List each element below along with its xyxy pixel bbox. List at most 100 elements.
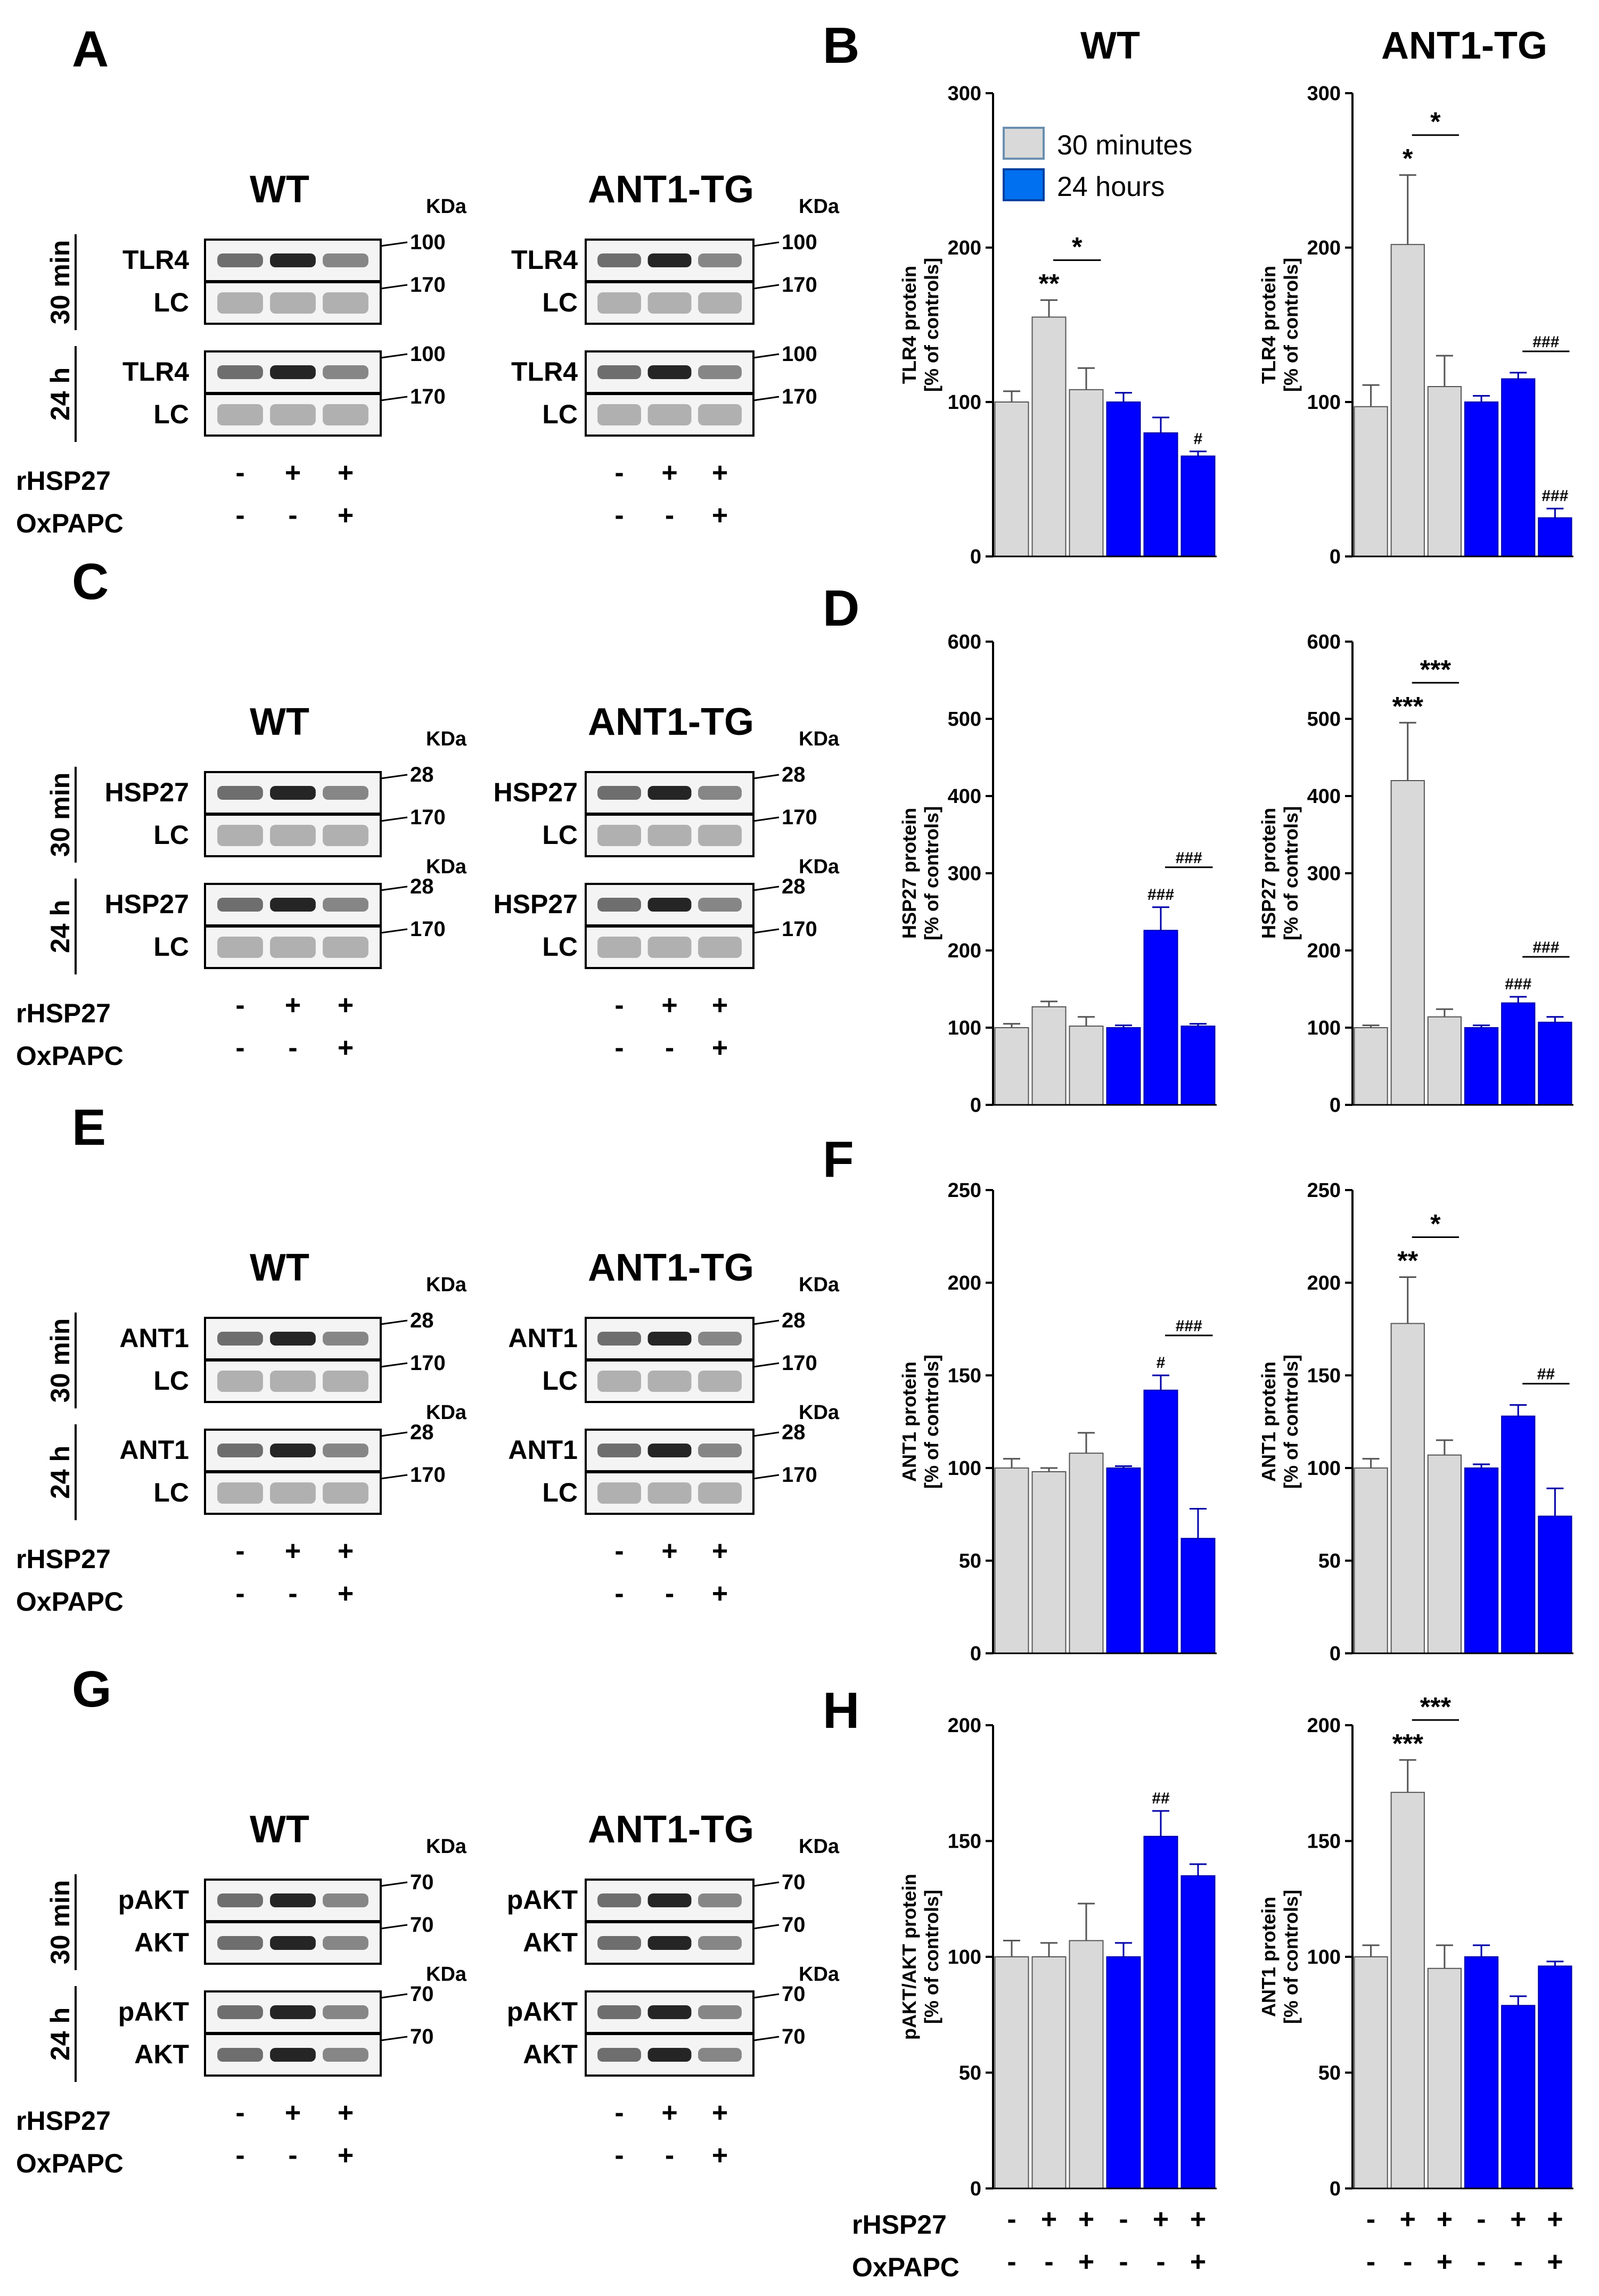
oxpapc-symbol: - <box>614 500 624 531</box>
blot-strip <box>585 1990 755 2034</box>
blot-band <box>647 825 692 846</box>
blot-band <box>698 1893 742 1907</box>
y-tick-label: 0 <box>1330 1643 1341 1665</box>
oxpapc-label: OxPAPC <box>16 2149 124 2178</box>
oxpapc-symbol: - <box>1514 2246 1523 2277</box>
genotype-heading: WT <box>250 1247 309 1289</box>
blot-band <box>323 825 368 846</box>
time-label-text: 30 min <box>45 773 75 857</box>
blot-strip <box>204 771 382 815</box>
blot-band <box>323 404 368 425</box>
blot-row-label: LC <box>153 288 189 317</box>
blot-band <box>323 937 368 958</box>
blot-band <box>217 786 263 800</box>
time-label-text: 30 min <box>45 240 75 324</box>
blot-strip <box>204 1879 382 1922</box>
rhsp27-symbol: + <box>712 1536 728 1567</box>
blot-band <box>217 1482 263 1504</box>
kda-label: KDa <box>799 1963 840 1986</box>
blot-frame <box>204 281 382 325</box>
bar <box>1464 401 1499 557</box>
rhsp27-symbol: + <box>1437 2204 1453 2235</box>
blot-strip <box>585 925 755 969</box>
blot-strip <box>585 1429 755 1472</box>
bar <box>1354 1956 1388 2189</box>
oxpapc-label: OxPAPC <box>16 509 124 538</box>
bar <box>1069 1026 1104 1105</box>
bar <box>1069 1940 1104 2190</box>
blot-row-label: ANT1 <box>119 1323 189 1353</box>
oxpapc-symbol: - <box>235 2140 244 2171</box>
molecular-weight-label: 170 <box>410 1463 446 1487</box>
molecular-weight-label: 100 <box>782 231 817 254</box>
bar <box>1031 1471 1067 1654</box>
blot-band <box>217 1936 263 1950</box>
chart-D-wt: 0 100 200 300 400 500 600 HSP27 protein [% of co… <box>898 631 1217 1117</box>
y-tick-label: 200 <box>1307 1715 1341 1737</box>
rhsp27-symbol: - <box>1119 2204 1128 2235</box>
legend-label-30-minutes: 30 minutes <box>1057 130 1192 161</box>
blot-band <box>270 2005 316 2019</box>
blot-band <box>698 1482 742 1504</box>
blot-row-label: pAKT <box>118 1885 189 1915</box>
oxpapc-symbol: - <box>1007 2246 1016 2277</box>
western-blot-panels: A WT KDa TLR4 100 LC 170 TLR4 100 LC 170 - - + - + + ANT1… <box>16 21 840 2178</box>
molecular-weight-label: 170 <box>410 806 446 829</box>
rhsp27-symbol: - <box>1366 2204 1375 2235</box>
blot-strip <box>204 1471 382 1515</box>
oxpapc-symbol: - <box>1119 2246 1128 2277</box>
oxpapc-symbol: - <box>1403 2246 1412 2277</box>
significance-mark: # <box>1157 1354 1166 1372</box>
y-axis-subtitle: [% of controls] <box>1280 1890 1302 2024</box>
blot-strip <box>585 239 755 282</box>
rhsp27-symbol: - <box>614 457 624 488</box>
rhsp27-symbol: - <box>1477 2204 1486 2235</box>
blot-band <box>323 1482 368 1504</box>
blot-band <box>270 898 316 912</box>
blot-band <box>217 825 263 846</box>
blot-band <box>597 2005 641 2019</box>
blot-band <box>270 1893 316 1907</box>
blot-row-label: AKT <box>523 1928 578 1957</box>
blot-row-label: AKT <box>523 2039 578 2069</box>
blot-band <box>323 292 368 314</box>
marker-tick <box>753 928 780 934</box>
legend-swatch-30-minutes <box>1003 127 1045 160</box>
oxpapc-symbol: - <box>288 1578 297 1609</box>
bar <box>1464 1956 1499 2189</box>
blot-band <box>270 1936 316 1950</box>
blot-band <box>270 1482 316 1504</box>
marker-tick <box>380 1319 408 1325</box>
oxpapc-symbol: + <box>712 2140 728 2171</box>
blot-row-label: LC <box>542 399 578 429</box>
blot-band <box>698 898 742 912</box>
oxpapc-symbol: - <box>235 1032 244 1063</box>
chart-legend: 30 minutes 24 hours <box>1003 127 1192 202</box>
oxpapc-symbol: + <box>338 1578 354 1609</box>
blot-row-label: LC <box>542 1478 578 1507</box>
oxpapc-symbol: - <box>665 1032 674 1063</box>
y-tick-label: 250 <box>1307 1179 1341 1202</box>
y-tick-label: 150 <box>1307 1831 1341 1853</box>
y-tick-label: 400 <box>1307 785 1341 808</box>
oxpapc-symbol: - <box>614 1578 624 1609</box>
blot-band <box>597 1371 641 1392</box>
rhsp27-symbol: - <box>614 1536 624 1567</box>
rhsp27-symbol: + <box>1547 2204 1563 2235</box>
y-tick-label: 500 <box>1307 708 1341 731</box>
bar <box>994 1956 1029 2189</box>
rhsp27-symbol: - <box>235 990 244 1021</box>
blot-band <box>217 1893 263 1907</box>
y-axis-label: pAKT/AKT protein [% of controls] <box>898 1874 942 2040</box>
blot-band <box>323 1444 368 1457</box>
marker-tick <box>380 2036 408 2041</box>
marker-tick <box>753 1362 780 1368</box>
marker-tick <box>380 928 408 934</box>
bracket-mark: *** <box>1420 1692 1452 1721</box>
y-tick-label: 400 <box>948 785 981 808</box>
marker-tick <box>753 284 780 290</box>
panel-label: A <box>72 21 109 78</box>
blot-band <box>698 786 742 800</box>
blot-row-label: HSP27 <box>105 777 189 807</box>
